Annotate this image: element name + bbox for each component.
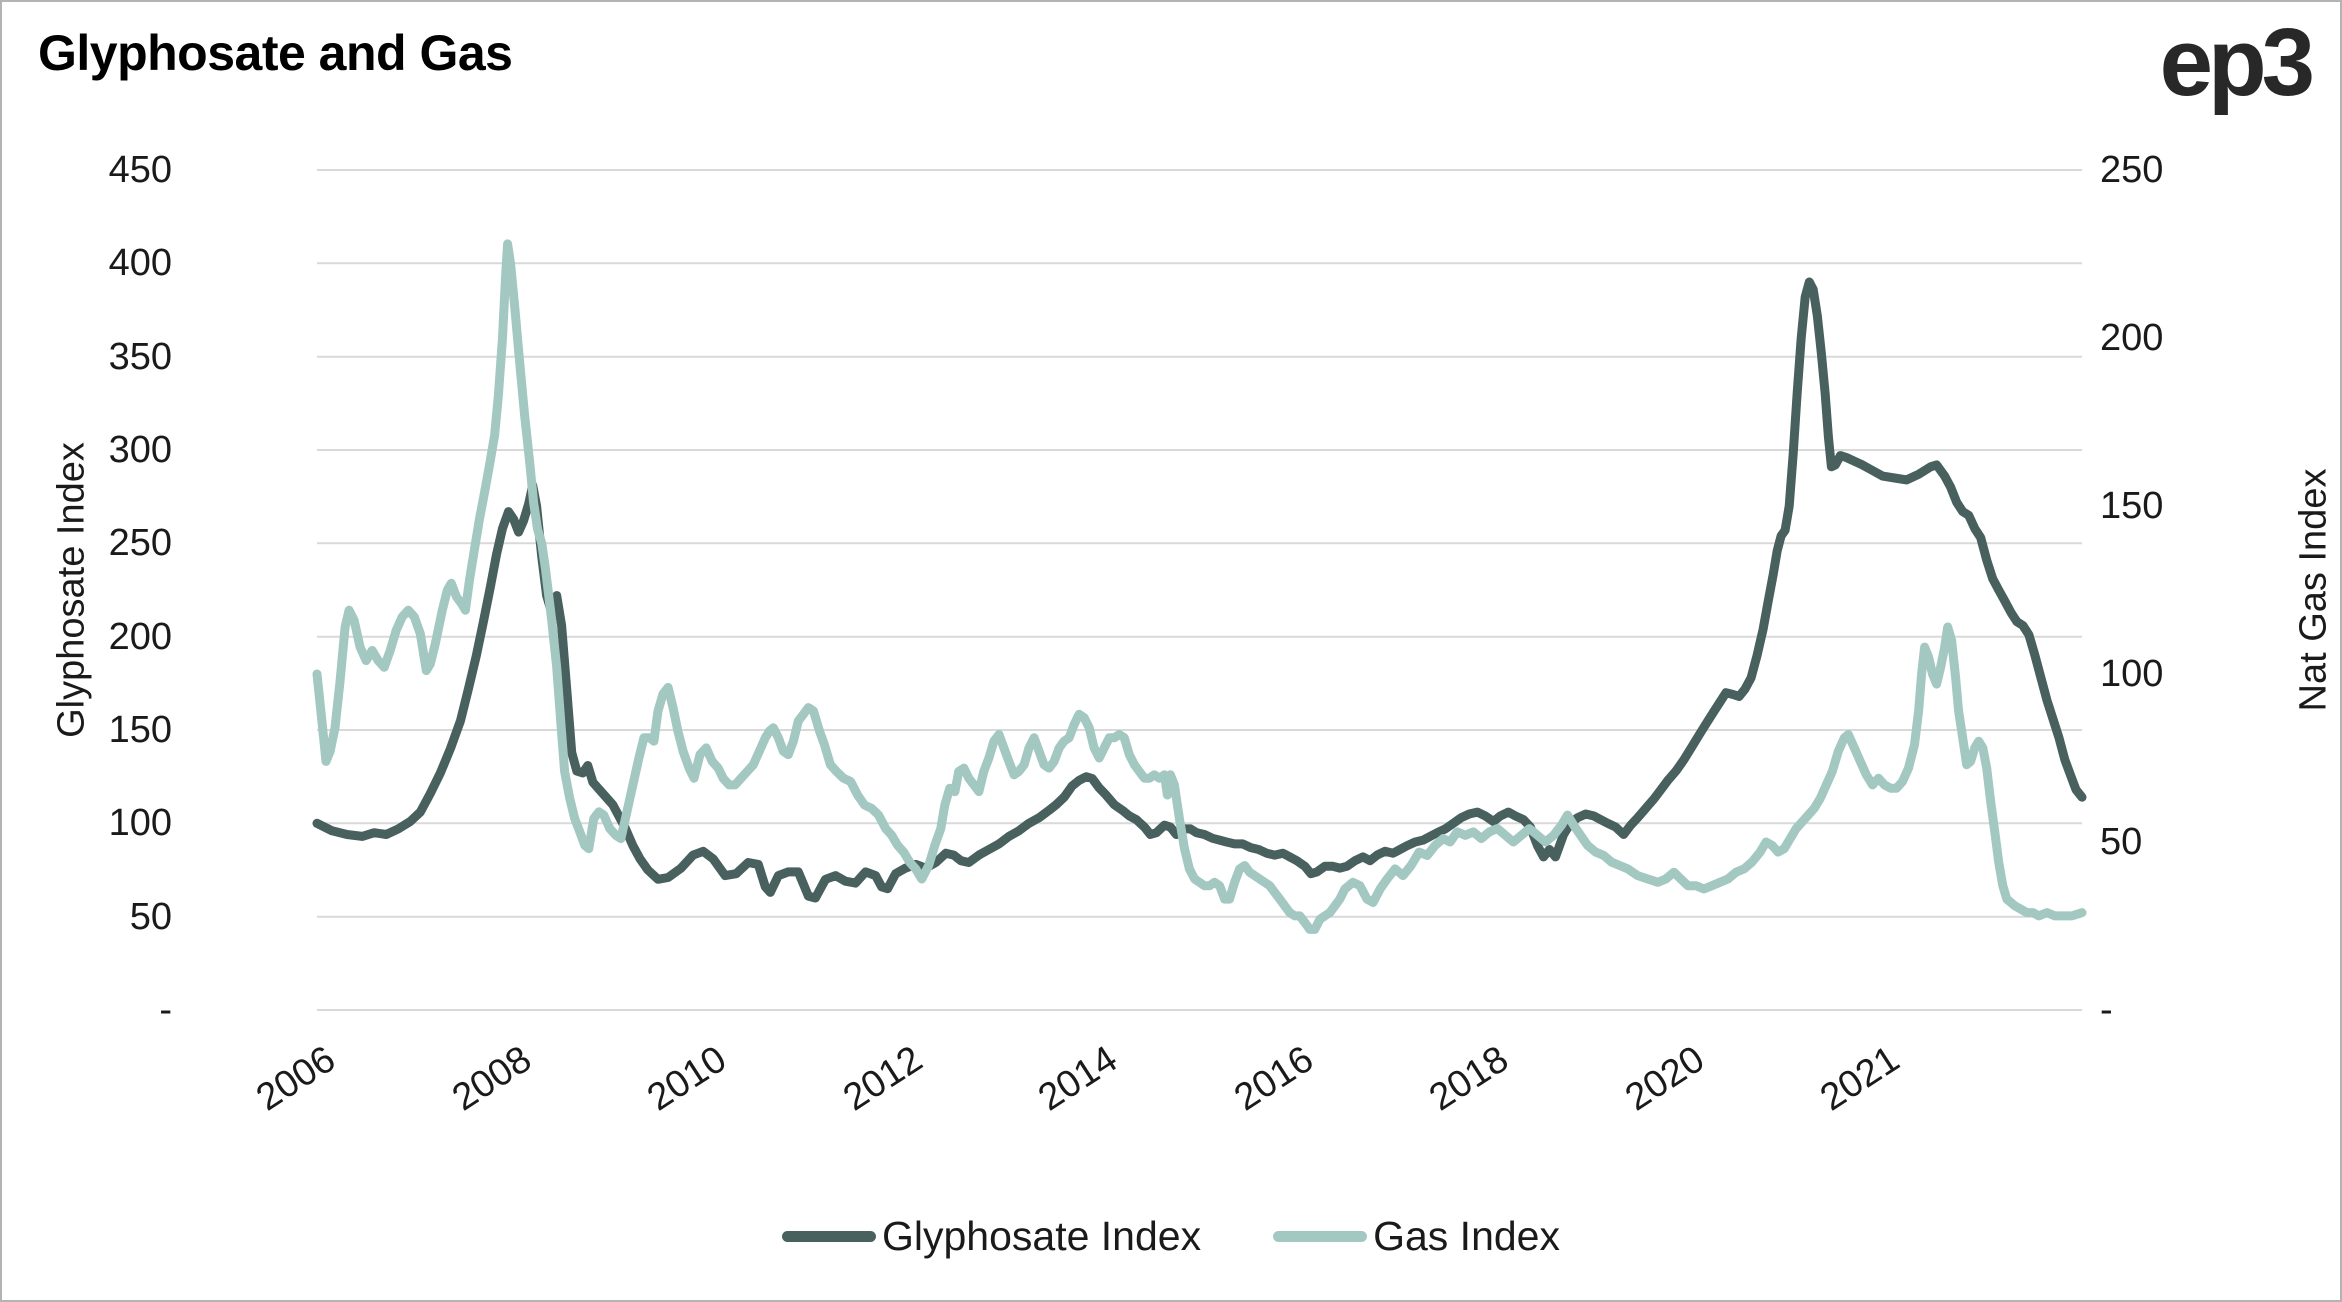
y-right-tick-label: 200 — [2100, 317, 2164, 359]
y-left-tick-label: 100 — [108, 802, 172, 845]
y-left-tick-label: 150 — [108, 709, 172, 751]
legend-item-gas: Gas Index — [1273, 1213, 1560, 1260]
y-right-tick-label: 250 — [2100, 149, 2164, 191]
gas-line — [312, 239, 2087, 934]
y-right-tick-label: 100 — [2100, 653, 2164, 695]
ep3-logo: ep3 — [2159, 9, 2315, 116]
y-right-tick-label: 50 — [2100, 821, 2143, 863]
y-right-tick-label: 150 — [2100, 485, 2164, 527]
y-left-tick-label: 450 — [108, 149, 172, 191]
y-left-axis-title: Glyphosate Index — [50, 442, 93, 738]
y-left-tick-label: 200 — [108, 615, 172, 658]
legend-label-glyphosate: Glyphosate Index — [882, 1212, 1202, 1259]
legend-label-gas: Gas Index — [1373, 1212, 1560, 1259]
gas-line-swatch — [1273, 1230, 1368, 1242]
chart-title: Glyphosate and Gas — [38, 25, 513, 81]
y-left-tick-label: 350 — [108, 335, 172, 378]
y-left-tick-label: 50 — [129, 895, 172, 938]
chart-legend: Glyphosate Index Gas Index — [2, 1204, 2340, 1268]
y-left-tick-label: - — [159, 989, 172, 1031]
y-left-tick-label: 300 — [108, 429, 172, 471]
glyphosate-line-swatch — [782, 1230, 876, 1242]
legend-item-glyphosate: Glyphosate Index — [782, 1213, 1201, 1260]
y-right-tick-label: - — [2100, 989, 2113, 1031]
y-left-tick-label: 400 — [108, 242, 172, 285]
y-right-axis-title: Nat Gas Index — [2292, 468, 2335, 712]
y-left-tick-label: 250 — [108, 522, 172, 565]
